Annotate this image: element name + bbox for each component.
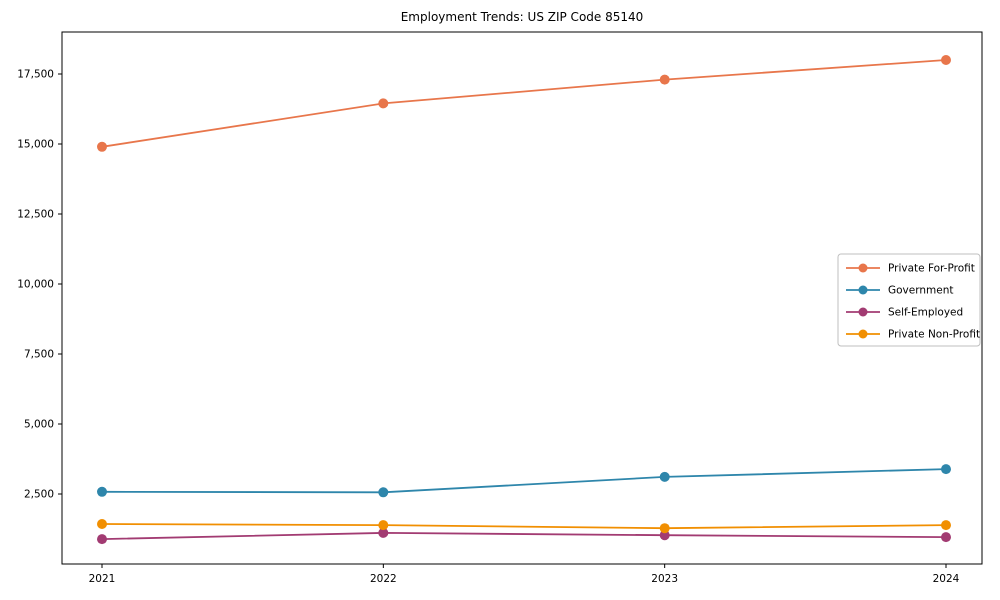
legend-box: [837, 253, 981, 347]
legend-entry-label: Self-Employed: [888, 307, 963, 319]
y-axis-tick-label: 2,500: [24, 489, 54, 501]
data-point-marker: [659, 74, 670, 85]
y-axis-tick-label: 5,000: [24, 419, 54, 431]
legend-entry-label: Private For-Profit: [888, 263, 975, 275]
x-axis-tick-label: 2023: [651, 573, 678, 585]
series-line: [101, 59, 947, 148]
legend-entry-label: Private Non-Profit: [888, 329, 980, 341]
series-line: [101, 523, 947, 530]
y-axis-tick-label: 7,500: [24, 349, 54, 361]
y-axis-tick-label: 10,000: [17, 279, 54, 291]
data-point-marker: [378, 527, 389, 538]
legend-marker-icon: [858, 285, 868, 295]
data-point-marker: [97, 486, 107, 497]
data-point-marker: [941, 464, 951, 475]
plot-frame: [61, 31, 983, 565]
chart-title: Employment Trends: US ZIP Code 85140: [400, 10, 644, 24]
legend-marker-icon: [858, 307, 868, 317]
legend-marker-icon: [858, 263, 868, 273]
data-point-marker: [97, 534, 107, 545]
data-point-marker: [378, 487, 389, 498]
x-axis-tick-label: 2021: [89, 573, 116, 585]
data-point-marker: [659, 471, 670, 482]
y-axis-tick-label: 12,500: [17, 209, 54, 221]
data-point-marker: [97, 519, 107, 529]
data-point-marker: [941, 520, 951, 531]
data-point-marker: [378, 520, 389, 531]
legend-entry-label: Government: [888, 285, 953, 297]
x-axis-tick-label: 2024: [933, 573, 960, 585]
series-line: [101, 531, 947, 540]
data-point-marker: [659, 530, 670, 541]
data-point-marker: [378, 98, 389, 109]
legend-marker-icon: [858, 329, 868, 339]
data-point-marker: [941, 55, 951, 65]
x-axis-tick-label: 2022: [370, 573, 397, 585]
y-axis-tick-label: 17,500: [17, 69, 54, 81]
data-point-marker: [941, 532, 951, 543]
y-axis-tick-label: 15,000: [17, 139, 54, 151]
data-point-marker: [97, 141, 107, 152]
data-point-marker: [659, 523, 670, 534]
series-line: [101, 468, 947, 494]
